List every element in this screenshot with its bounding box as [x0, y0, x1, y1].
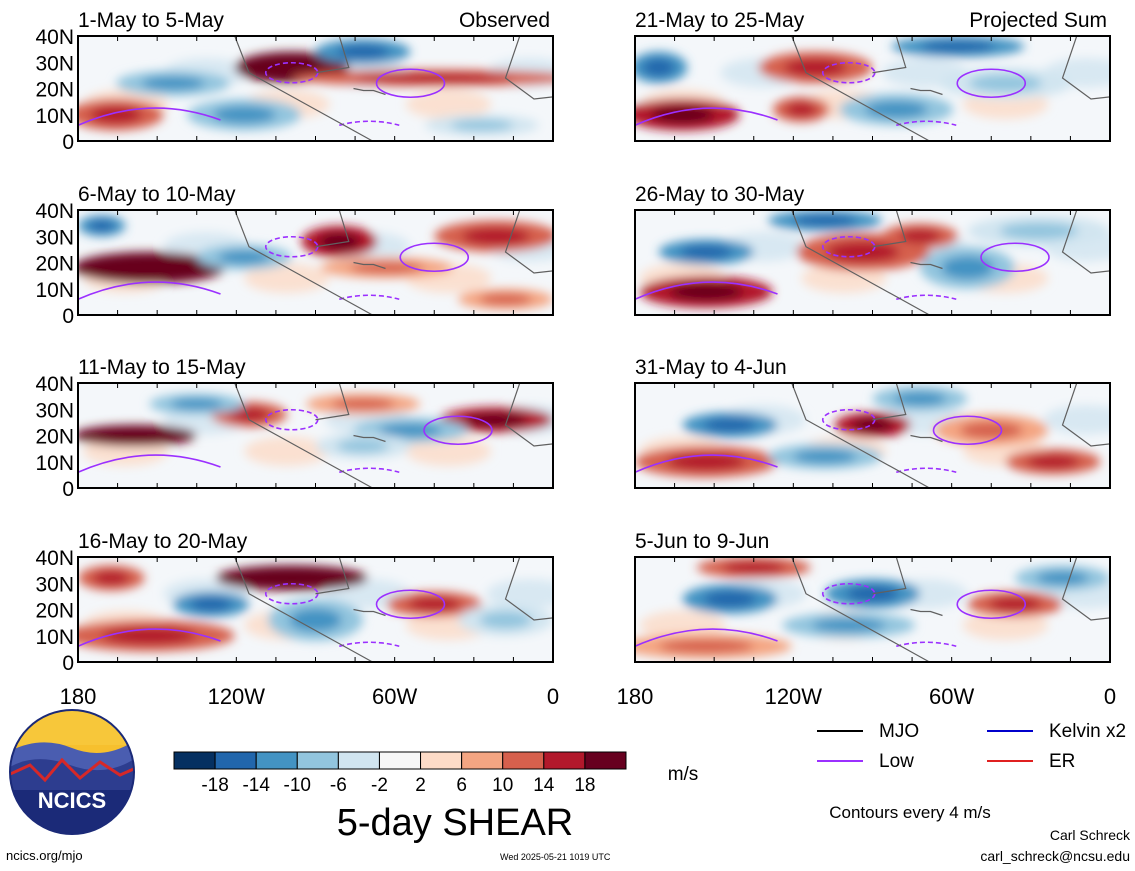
colorbar-label: -2	[371, 775, 388, 796]
y-tick-label: 40N	[35, 200, 74, 223]
x-axis-labels: 180 120W 60W 0 180 120W 60W 0	[60, 684, 1116, 709]
legend-label: MJO	[879, 721, 919, 742]
ncics-logo[interactable]: NCICS	[8, 705, 138, 840]
panel-1: 1-May to 5-May Observed 40N 30N 20N 10N 0	[35, 9, 554, 154]
y-tick-label: 30N	[35, 52, 74, 75]
colorbar: -18 -14 -10 -6 -2 2 6 10 14 18	[173, 751, 627, 796]
x-tick-label: 60W	[372, 684, 417, 709]
panel-tag: Observed	[459, 9, 550, 32]
colorbar-swatch	[584, 751, 627, 770]
y-tick-label: 30N	[35, 399, 74, 422]
legend-label: Kelvin x2	[1049, 721, 1126, 742]
panel-period-label: 11-May to 15-May	[78, 356, 246, 379]
y-tick-label: 0	[62, 131, 74, 154]
y-tick-label: 0	[62, 478, 74, 501]
legend-label: Low	[879, 751, 914, 772]
panels-layer: 1-May to 5-May Observed40N30N20N10N06-May…	[35, 9, 1116, 709]
colorbar-label: 6	[456, 775, 467, 796]
y-tick-label: 40N	[35, 373, 74, 396]
panel-tag: Projected Sum	[969, 9, 1107, 32]
colorbar-swatch	[378, 751, 422, 770]
colorbar-swatch	[337, 751, 380, 770]
legend-label: ER	[1049, 751, 1075, 772]
x-tick-label: 120W	[765, 684, 823, 709]
colorbar-swatch	[543, 751, 586, 770]
y-tick-label: 40N	[35, 26, 74, 49]
y-tick-label: 40N	[35, 547, 74, 570]
y-tick-label: 20N	[35, 600, 74, 623]
colorbar-label: 14	[533, 775, 555, 796]
colorbar-label: -6	[330, 775, 347, 796]
y-tick-label: 20N	[35, 426, 74, 449]
panel-period-label: 26-May to 30-May	[635, 183, 805, 206]
panel-period-label: 5-Jun to 9-Jun	[635, 530, 769, 553]
y-tick-label: 10N	[35, 279, 74, 302]
y-tick-label: 0	[62, 305, 74, 328]
colorbar-label: -14	[242, 775, 270, 796]
y-tick-label: 30N	[35, 226, 74, 249]
panel-8: 5-Jun to 9-Jun	[634, 530, 1111, 663]
colorbar-label: 10	[492, 775, 513, 796]
colorbar-swatch	[502, 751, 545, 770]
x-tick-label: 120W	[208, 684, 266, 709]
y-tick-label: 30N	[35, 573, 74, 596]
panel-period-label: 1-May to 5-May	[78, 9, 224, 32]
colorbar-swatch	[296, 751, 339, 770]
y-tick-label: 10N	[35, 626, 74, 649]
site-link[interactable]: ncics.org/mjo	[6, 848, 83, 863]
colorbar-units: m/s	[668, 764, 699, 785]
colorbar-label: 2	[415, 775, 426, 796]
colorbar-label: 18	[574, 775, 595, 796]
panel-period-label: 16-May to 20-May	[78, 530, 248, 553]
legend: MJO Kelvin x2 Low ER	[817, 721, 1126, 772]
x-tick-label: 180	[60, 684, 97, 709]
y-tick-label: 20N	[35, 79, 74, 102]
x-tick-label: 60W	[929, 684, 974, 709]
panel-6: 26-May to 30-May	[634, 183, 1111, 316]
x-tick-label: 180	[617, 684, 654, 709]
panel-period-label: 21-May to 25-May	[635, 9, 805, 32]
chart-title: 5-day SHEAR	[337, 802, 574, 844]
author: Carl Schreck	[1049, 827, 1130, 843]
y-tick-label: 10N	[35, 452, 74, 475]
colorbar-swatch	[461, 751, 504, 770]
x-tick-label: 0	[547, 684, 559, 709]
panel-period-label: 6-May to 10-May	[78, 183, 236, 206]
y-tick-label: 20N	[35, 253, 74, 276]
colorbar-label: -18	[201, 775, 228, 796]
x-tick-label: 0	[1104, 684, 1116, 709]
logo-text: NCICS	[38, 788, 106, 813]
colorbar-swatch	[173, 751, 216, 770]
colorbar-label: -10	[284, 775, 311, 796]
y-tick-label: 0	[62, 652, 74, 675]
y-tick-label: 10N	[35, 105, 74, 128]
email-link[interactable]: carl_schreck@ncsu.edu	[980, 848, 1130, 864]
timestamp: Wed 2025-05-21 1019 UTC	[500, 852, 611, 862]
colorbar-swatch	[255, 751, 298, 770]
panel-period-label: 31-May to 4-Jun	[635, 356, 787, 379]
panel-7: 31-May to 4-Jun	[634, 356, 1111, 489]
colorbar-swatch	[420, 751, 463, 770]
colorbar-swatch	[214, 751, 257, 770]
contour-note: Contours every 4 m/s	[829, 803, 991, 822]
panel-5: 21-May to 25-May Projected Sum	[634, 9, 1111, 142]
